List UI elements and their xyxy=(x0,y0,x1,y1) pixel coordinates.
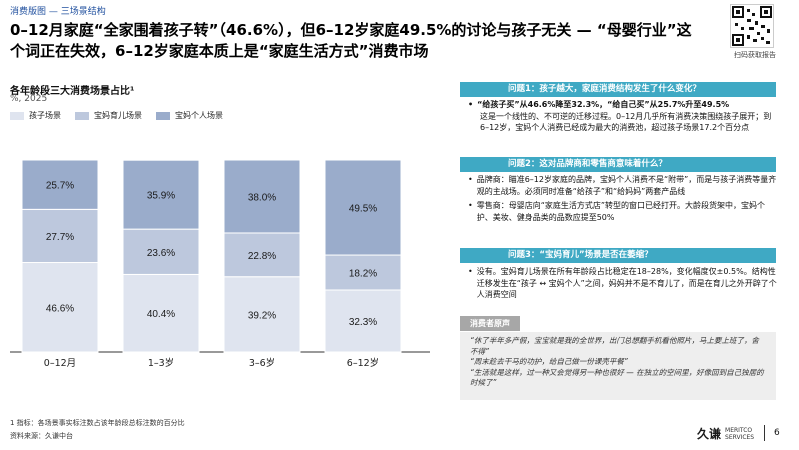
legend-label-parenting: 宝妈育儿场景 xyxy=(94,111,142,120)
breadcrumb: 消费版图 — 三场景结构 xyxy=(10,7,106,17)
legend-swatch-personal xyxy=(156,111,170,120)
brand-mark: 久谦 xyxy=(697,427,722,441)
bullet-icon: • xyxy=(468,201,473,210)
legend-label-personal: 宝妈个人场景 xyxy=(175,111,223,120)
bar-personal-2 xyxy=(223,159,301,234)
chart-title: 各年龄段三大消费场景占比¹ xyxy=(10,86,135,97)
stacked-bar-chart: 46.6% 27.7% 25.7% 0–12月 40.4% 23.6% 35.9% 1–3岁 3… xyxy=(10,159,430,369)
question-2-header: 问题2：这对品牌商和零售商意味着什么？ xyxy=(460,157,776,172)
question-3-bullet: • 没有。宝妈育儿场景在所有年龄段占比稳定在18–28%，变化幅度仅±0.5%。… xyxy=(468,266,778,301)
bar-child-1 xyxy=(122,273,200,353)
x-tick-label-0: 0–12月 xyxy=(44,358,76,369)
persona-quotes: “休了半年多产假，宝宝就是我的全世界，出门总想翻手机看他照片，马上要上班了，舍不… xyxy=(460,332,776,400)
legend-swatch-child xyxy=(10,111,24,120)
data-label-parenting-2: 22.8% xyxy=(248,251,276,262)
bullet-icon: • xyxy=(468,267,473,276)
data-label-child-1: 40.4% xyxy=(147,309,175,320)
qr-code xyxy=(730,4,774,48)
data-label-parenting-0: 27.7% xyxy=(46,232,74,243)
page-number: 6 xyxy=(774,428,780,438)
x-tick-label-3: 6–12岁 xyxy=(347,357,379,369)
bar-parenting-0 xyxy=(21,208,99,264)
brand-line-2: SERVICES xyxy=(725,433,755,441)
data-label-personal-2: 38.0% xyxy=(248,192,276,203)
question-2-bullet-2: • 零售商：母婴店向“家庭生活方式店”转型的窗口已经打开。大龄段货架中，宝妈个护… xyxy=(468,200,778,223)
question-3-header: 问题3：“宝妈育儿”场景是否在萎缩？ xyxy=(460,248,776,263)
chart-legend: 孩子场景 宝妈育儿场景 宝妈个人场景 xyxy=(10,110,223,121)
legend-item-personal: 宝妈个人场景 xyxy=(156,110,223,121)
qr-label: 扫码获取报告 xyxy=(734,51,776,59)
quote-3: “生活就是这样，过一种又会觉得另一种也很好 — 在独立的空间里，好像回到自己独居… xyxy=(470,367,764,388)
bullet-icon: • xyxy=(468,175,473,184)
data-label-child-2: 39.2% xyxy=(248,310,276,321)
footnote-source: 资料来源：久谦中台 xyxy=(10,432,73,440)
data-label-parenting-3: 18.2% xyxy=(349,269,377,280)
persona-label: 消费者原声 xyxy=(460,316,520,331)
question-1-header: 问题1：孩子越大，家庭消费结构发生了什么变化？ xyxy=(460,82,776,97)
question-3-body: • 没有。宝妈育儿场景在所有年龄段占比稳定在18–28%，变化幅度仅±0.5%。… xyxy=(468,266,778,301)
quote-1: “休了半年多产假，宝宝就是我的全世界，出门总想翻手机看他照片，马上要上班了，舍不… xyxy=(470,336,759,356)
legend-label-child: 孩子场景 xyxy=(29,111,61,120)
data-label-child-3: 32.3% xyxy=(349,317,377,328)
page-title: 0–12月家庭“全家围着孩子转”（46.6%），但6–12岁家庭49.5%的讨论… xyxy=(10,21,692,60)
data-label-personal-1: 35.9% xyxy=(147,191,175,202)
question-2-body: • 品牌商：瞄准6–12岁家庭的品牌，宝妈个人消费不是“附带”，而是与孩子消费等… xyxy=(468,174,778,223)
bar-personal-0 xyxy=(21,159,99,210)
question-2-line-1: 品牌商：瞄准6–12岁家庭的品牌，宝妈个人消费不是“附带”，而是与孩子消费等量齐… xyxy=(476,175,777,196)
question-1-body: • “给孩子买”从46.6%降至32.3%，“给自己买”从25.7%升至49.5… xyxy=(468,99,778,134)
footnotes: 1 指标：各场景事实标注数占该年龄段总标注数的百分比 资料来源：久谦中台 xyxy=(10,418,430,444)
question-1-bullet: • “给孩子买”从46.6%降至32.3%，“给自己买”从25.7%升至49.5… xyxy=(468,99,778,111)
bar-parenting-1 xyxy=(122,228,200,275)
legend-item-child: 孩子场景 xyxy=(10,110,61,121)
legend-item-parenting: 宝妈育儿场景 xyxy=(75,110,142,121)
brand-text: MERITCO SERVICES xyxy=(725,427,754,441)
question-1-line-1: “给孩子买”从46.6%降至32.3%，“给自己买”从25.7%升至49.5% xyxy=(477,100,730,109)
data-label-parenting-1: 23.6% xyxy=(147,248,175,259)
bar-parenting-2 xyxy=(223,232,301,278)
chart-unit: %, 2025 xyxy=(10,94,48,104)
question-2-line-2: 零售商：母婴店向“家庭生活方式店”转型的窗口已经打开。大龄段货架中，宝妈个护、美… xyxy=(476,201,766,222)
quote-2: “周末趁去干马的功护，给自己做一份课壳平餐” xyxy=(470,357,628,366)
bar-parenting-3 xyxy=(324,254,402,291)
brand-logo: 久谦 MERITCO SERVICES xyxy=(697,425,754,442)
question-1-line-2: 这是一个线性的、不可逆的迁移过程。0–12月几乎所有消费决策围绕孩子展开；到6–… xyxy=(480,111,772,133)
legend-swatch-parenting xyxy=(75,111,89,120)
x-tick-label-2: 3–6岁 xyxy=(249,357,275,369)
data-label-personal-0: 25.7% xyxy=(46,181,74,192)
bar-child-3 xyxy=(324,289,402,353)
bar-personal-1 xyxy=(122,159,200,230)
bullet-icon: • xyxy=(468,100,474,109)
page-separator xyxy=(764,425,765,441)
x-tick-label-1: 1–3岁 xyxy=(148,357,174,369)
bar-child-2 xyxy=(223,276,301,353)
data-label-child-0: 46.6% xyxy=(46,303,74,314)
brand-line-1: MERITCO xyxy=(725,426,753,434)
footnote-indicator: 1 指标：各场景事实标注数占该年龄段总标注数的百分比 xyxy=(10,419,185,427)
question-2-bullet-1: • 品牌商：瞄准6–12岁家庭的品牌，宝妈个人消费不是“附带”，而是与孩子消费等… xyxy=(468,174,778,197)
data-label-personal-3: 49.5% xyxy=(349,204,377,215)
bar-personal-3 xyxy=(324,159,402,256)
question-3-line-1: 没有。宝妈育儿场景在所有年龄段占比稳定在18–28%，变化幅度仅±0.5%。结构… xyxy=(476,267,777,299)
